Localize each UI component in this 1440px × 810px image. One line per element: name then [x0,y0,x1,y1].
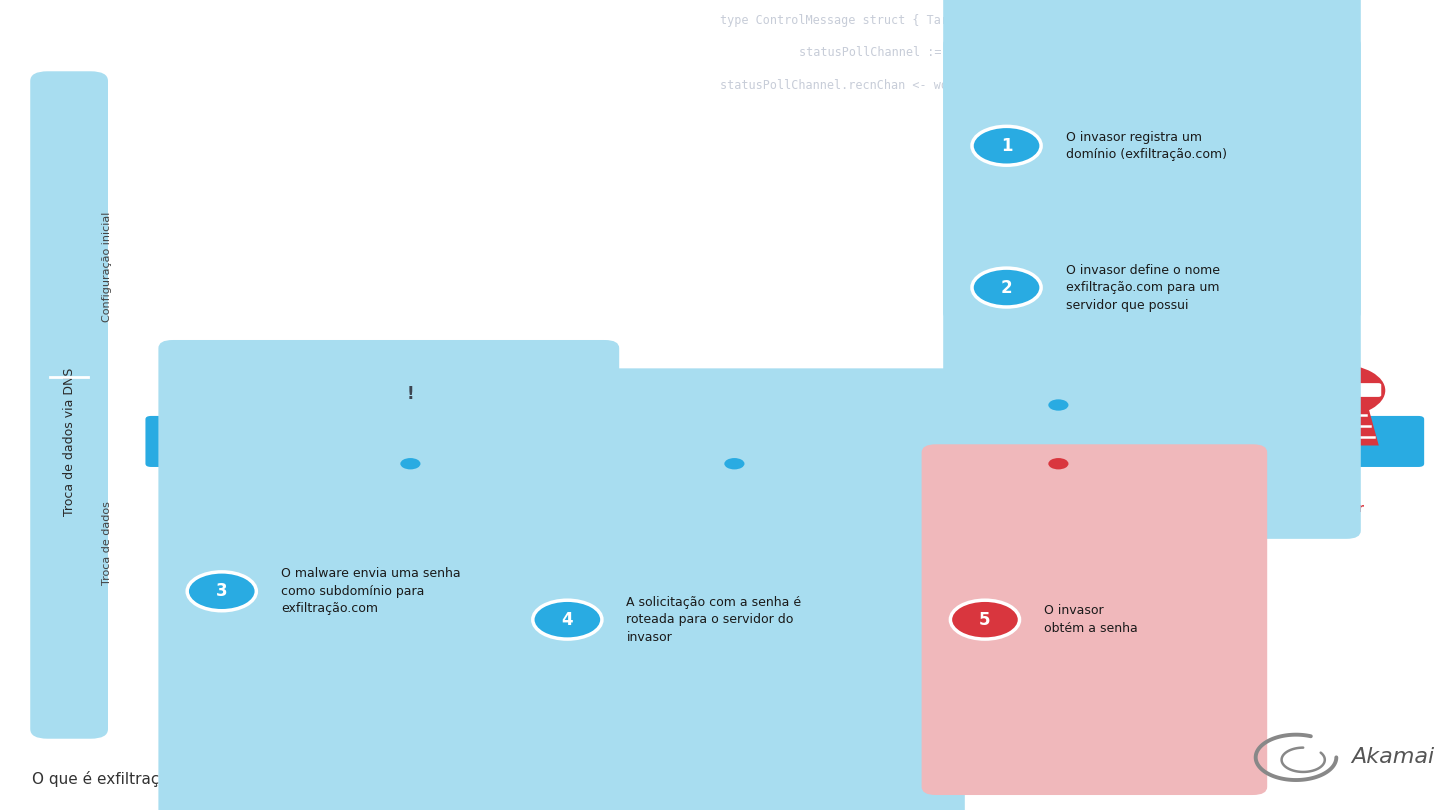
Circle shape [1048,458,1068,470]
Text: A solicitação com a senha é
roteada para o servidor do
invasor: A solicitação com a senha é roteada para… [626,595,802,644]
Text: → 3hd93j1s84q.exfiltração.com. →: → 3hd93j1s84q.exfiltração.com. → [822,407,986,416]
Circle shape [950,600,1020,639]
FancyBboxPatch shape [354,450,467,461]
Text: 2: 2 [1001,279,1012,296]
Text: );pa: );pa [1202,305,1231,318]
FancyBboxPatch shape [160,414,289,505]
FancyBboxPatch shape [683,413,786,437]
Text: Troca de dados via DNS: Troca de dados via DNS [62,367,76,516]
FancyBboxPatch shape [504,369,965,810]
Text: ACTIVE": ACTIVE" [1188,273,1238,286]
Polygon shape [258,417,284,432]
Text: Servidor de DNS autoritativo
de exfiltração.com: Servidor de DNS autoritativo de exfiltra… [962,490,1155,519]
Text: → 3hd93j1s84q →: → 3hd93j1s84q → [1162,407,1246,416]
FancyBboxPatch shape [683,446,786,470]
Text: mt.Fprintf(w,: mt.Fprintf(w, [1195,176,1287,189]
Circle shape [1048,399,1068,411]
Text: Akamai: Akamai [1351,748,1434,767]
Text: O invasor define o nome
exfiltração.com para um
servidor que possui: O invasor define o nome exfiltração.com … [1066,263,1220,312]
Text: O invasor
obtém a senha: O invasor obtém a senha [1044,604,1138,635]
Text: !: ! [406,385,415,403]
Text: workerAct: workerAct [1166,370,1231,383]
FancyBboxPatch shape [943,0,1361,322]
Polygon shape [387,379,433,411]
Polygon shape [1300,401,1380,446]
Text: Invasor: Invasor [1313,502,1365,515]
Text: 5: 5 [979,611,991,629]
FancyBboxPatch shape [145,416,1424,467]
Text: Máquina
afetada: Máquina afetada [384,510,436,539]
Text: nil)); };: nil)); }; [1181,467,1246,480]
FancyBboxPatch shape [1007,413,1110,437]
Circle shape [972,268,1041,307]
Text: statusPollChannel := make(chan chan bool); w: statusPollChannel := make(chan chan bool… [799,46,1113,59]
Text: 1: 1 [1001,137,1012,155]
Text: uest) { hostTo: uest) { hostTo [1210,143,1309,156]
Text: Configuração inicial: Configuração inicial [102,212,112,322]
Text: type ControlMessage struct { Target string; Co: type ControlMessage struct { Target stri… [720,14,1048,27]
FancyBboxPatch shape [1297,383,1381,397]
Text: issuel for Ta: issuel for Ta [1188,208,1280,221]
FancyBboxPatch shape [338,447,482,463]
Circle shape [533,600,602,639]
Text: → 3hd93j1s84q.exfiltração.com. →: → 3hd93j1s84q.exfiltração.com. → [490,407,654,416]
FancyBboxPatch shape [30,71,108,739]
Text: Active = status;: Active = status; [1181,111,1295,124]
FancyBboxPatch shape [922,444,1267,795]
Text: 4: 4 [562,611,573,629]
Circle shape [187,572,256,611]
Text: Senha: Senha [204,484,242,497]
Text: reqChan: reqChan [1210,241,1260,254]
Text: func admini: func admini [1166,435,1244,448]
Circle shape [400,458,420,470]
Circle shape [972,126,1041,165]
Text: → 3hd93j1s84q →: → 3hd93j1s84q → [259,407,344,416]
FancyBboxPatch shape [1007,446,1110,470]
Text: 3: 3 [216,582,228,600]
Text: Troca de dados: Troca de dados [102,501,112,585]
Text: Servidor de
DNS recursivo: Servidor de DNS recursivo [693,490,776,519]
Text: O que é exfiltração de dados de DNS?: O que é exfiltração de dados de DNS? [32,771,323,787]
Text: ese msg :=: ese msg := [1166,403,1237,416]
Text: func ma: func ma [1152,338,1202,351]
FancyBboxPatch shape [943,36,1361,539]
Circle shape [724,458,744,470]
FancyBboxPatch shape [347,378,474,447]
FancyBboxPatch shape [158,340,619,810]
Circle shape [1293,364,1385,416]
Text: O malware envia uma senha
como subdomínio para
exfiltração.com: O malware envia uma senha como subdomíni… [281,567,461,616]
Text: O invasor registra um
domínio (exfiltração.com): O invasor registra um domínio (exfiltraç… [1066,130,1227,161]
Text: statusPollChannel.recnChan <- workerActive; case: statusPollChannel.recnChan <- workerActi… [720,79,1063,92]
